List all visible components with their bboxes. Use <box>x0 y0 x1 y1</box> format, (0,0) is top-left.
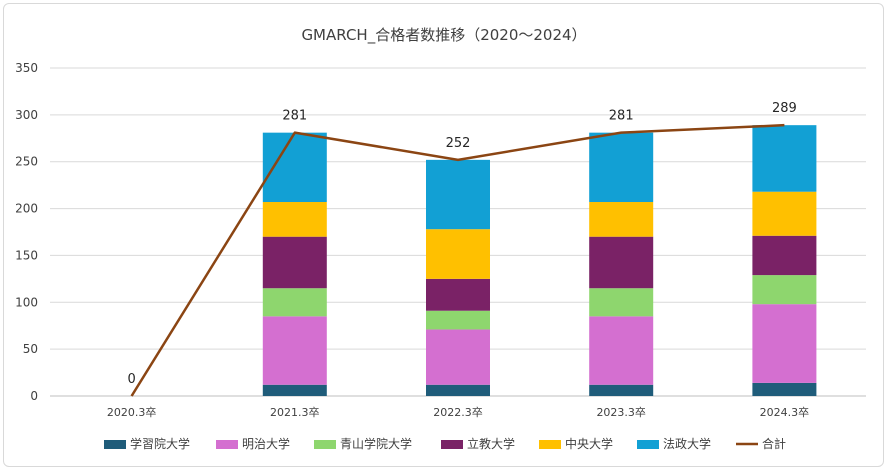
y-axis: 0 50 100 150 200 250 300 350 <box>15 61 38 403</box>
bar-segment-1-3 <box>589 316 654 385</box>
y-tick-label: 100 <box>15 295 38 309</box>
bar-segment-0-3 <box>589 384 654 396</box>
total-data-label: 0 <box>127 372 135 387</box>
legend-item: 青山学院大学 <box>314 436 412 451</box>
legend: 学習院大学 明治大学 青山学院大学 立教大学 中央大学 法政大学 合計 <box>104 436 786 451</box>
bar-segment-3-3 <box>589 236 654 289</box>
bar-segment-3-1 <box>262 236 327 289</box>
bar-segment-5-2 <box>426 159 490 230</box>
bar-segment-2-4 <box>752 275 817 305</box>
x-axis: 2020.3卒 2021.3卒 2022.3卒 2023.3卒 2024.3卒 <box>107 405 809 419</box>
bar-segment-4-4 <box>752 191 817 236</box>
legend-label: 青山学院大学 <box>340 436 412 451</box>
bars <box>262 125 817 396</box>
legend-label: 学習院大学 <box>130 436 190 451</box>
legend-swatch <box>539 440 561 449</box>
y-tick-label: 350 <box>15 61 38 75</box>
legend-item: 合計 <box>736 436 786 451</box>
y-tick-label: 0 <box>30 389 38 403</box>
bar-segment-0-4 <box>752 382 817 396</box>
x-tick-label: 2022.3卒 <box>433 405 483 419</box>
legend-swatch <box>104 440 126 449</box>
x-tick-label: 2020.3卒 <box>107 405 157 419</box>
legend-item: 法政大学 <box>637 436 711 451</box>
legend-swatch <box>441 440 463 449</box>
bar-segment-2-2 <box>426 310 490 330</box>
bar-segment-3-2 <box>426 278 490 311</box>
total-line: 0 281 252 281 289 <box>127 101 797 397</box>
legend-label: 中央大学 <box>565 436 613 451</box>
bar-segment-1-4 <box>752 304 817 383</box>
total-line-path <box>130 123 785 397</box>
total-data-label: 281 <box>282 109 307 124</box>
bar-segment-1-2 <box>426 329 490 385</box>
total-data-label: 281 <box>609 109 634 124</box>
legend-swatch <box>314 440 336 449</box>
legend-item: 中央大学 <box>539 436 613 451</box>
y-tick-label: 50 <box>23 342 38 356</box>
legend-swatch <box>637 440 659 449</box>
x-tick-label: 2023.3卒 <box>596 405 646 419</box>
legend-label: 合計 <box>762 436 786 451</box>
legend-label: 法政大学 <box>663 436 711 451</box>
bar-segment-4-2 <box>426 229 490 279</box>
y-tick-label: 250 <box>15 155 38 169</box>
y-tick-label: 200 <box>15 202 38 216</box>
x-tick-label: 2021.3卒 <box>270 405 320 419</box>
bar-segment-3-4 <box>752 235 817 276</box>
total-data-label: 289 <box>772 101 797 116</box>
legend-swatch <box>216 440 238 449</box>
legend-item: 立教大学 <box>441 436 515 451</box>
total-data-label: 252 <box>446 136 471 151</box>
bar-segment-2-3 <box>589 288 654 317</box>
chart-title: GMARCH_合格者数推移（2020～2024） <box>301 26 586 45</box>
bar-segment-1-1 <box>262 316 327 385</box>
bar-segment-4-3 <box>589 202 654 237</box>
bar-segment-2-1 <box>262 288 327 317</box>
legend-item: 明治大学 <box>216 436 290 451</box>
bar-segment-4-1 <box>262 202 327 237</box>
y-tick-label: 300 <box>15 108 38 122</box>
bar-segment-5-4 <box>752 125 817 192</box>
bar-segment-0-1 <box>262 384 327 396</box>
legend-label: 立教大学 <box>467 436 515 451</box>
legend-item: 学習院大学 <box>104 436 190 451</box>
x-tick-label: 2024.3卒 <box>760 405 810 419</box>
bar-segment-5-3 <box>589 132 654 203</box>
legend-label: 明治大学 <box>242 436 290 451</box>
y-tick-label: 150 <box>15 248 38 262</box>
bar-segment-0-2 <box>426 384 490 396</box>
